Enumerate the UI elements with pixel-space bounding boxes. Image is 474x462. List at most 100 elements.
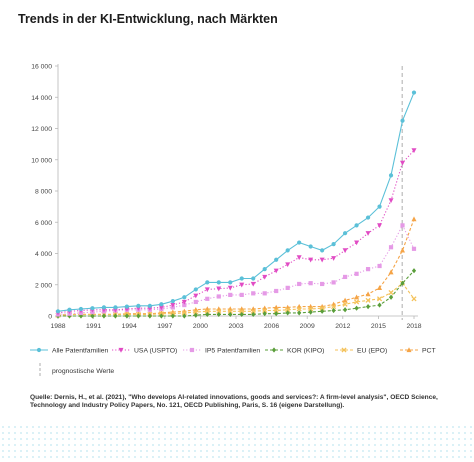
data-point: [204, 308, 210, 314]
data-point: [388, 173, 394, 178]
data-point: [181, 299, 187, 305]
data-point: [182, 295, 187, 300]
data-point: [251, 311, 256, 318]
data-point: [239, 292, 244, 298]
data-point: [90, 306, 95, 311]
legend-item: EU (EPO): [335, 347, 387, 354]
data-point: [239, 308, 245, 314]
data-point: [297, 240, 302, 245]
data-point: [411, 90, 417, 95]
series-line: [57, 218, 415, 316]
data-point: [319, 305, 325, 311]
data-point: [170, 299, 175, 304]
data-point: [388, 198, 394, 204]
data-point: [331, 307, 336, 314]
data-point: [320, 308, 325, 314]
data-point: [101, 305, 107, 310]
data-point: [319, 257, 325, 263]
series-usa-uspto: [55, 148, 417, 316]
data-point: [388, 290, 394, 296]
data-point: [182, 313, 187, 319]
data-point: [377, 263, 382, 269]
data-point: [158, 305, 164, 311]
data-point: [159, 302, 164, 307]
legend-swatch-marker: [189, 347, 195, 353]
data-point: [308, 309, 313, 315]
data-point: [308, 281, 313, 286]
data-point: [228, 280, 233, 285]
x-tick-label: 2015: [371, 323, 386, 330]
data-point: [308, 244, 313, 249]
data-point: [411, 246, 417, 251]
x-tick-label: 1988: [50, 323, 65, 330]
data-point: [205, 296, 210, 301]
data-point: [285, 307, 291, 313]
data-point: [262, 267, 267, 272]
data-point: [285, 285, 290, 290]
data-point: [354, 299, 360, 305]
legend-label: USA (USPTO): [134, 347, 177, 354]
data-point: [285, 262, 291, 268]
series-line: [57, 150, 415, 314]
data-point: [331, 242, 336, 247]
data-point: [228, 292, 233, 298]
data-point: [331, 256, 337, 261]
data-point: [400, 160, 406, 166]
data-point: [400, 247, 406, 253]
data-point: [365, 297, 371, 303]
data-point: [67, 307, 72, 312]
data-point: [308, 257, 314, 263]
legend-label: prognostische Werte: [52, 368, 114, 375]
data-point: [170, 302, 176, 308]
data-point: [216, 286, 222, 292]
data-point: [308, 306, 314, 312]
data-point: [273, 268, 279, 274]
data-point: [239, 276, 244, 281]
data-point: [205, 280, 210, 285]
data-point: [262, 307, 268, 314]
x-tick-label: 2012: [335, 323, 350, 330]
data-point: [193, 312, 198, 318]
data-point: [216, 311, 221, 318]
data-point: [354, 294, 360, 300]
data-point: [262, 291, 267, 296]
data-point: [101, 313, 107, 319]
data-point: [262, 274, 268, 280]
data-point: [400, 118, 405, 123]
data-point: [251, 291, 256, 296]
source-note: Quelle: Dernis, H., et al. (2021), "Who …: [30, 394, 438, 410]
data-point: [227, 285, 233, 291]
data-point: [147, 313, 152, 319]
series-line: [58, 270, 415, 317]
data-point: [251, 276, 256, 281]
data-point: [228, 311, 233, 318]
data-point: [90, 313, 95, 319]
data-point: [113, 305, 118, 310]
data-point: [147, 303, 152, 308]
data-point: [331, 280, 336, 285]
data-point: [124, 304, 130, 309]
data-point: [273, 304, 279, 310]
data-point: [365, 267, 371, 272]
data-point: [297, 310, 302, 316]
y-tick-label: 6 000: [35, 220, 52, 227]
data-point: [331, 304, 337, 310]
data-point: [297, 281, 302, 287]
data-point: [193, 293, 199, 299]
x-tick-label: 1991: [86, 323, 101, 330]
data-point: [159, 313, 164, 319]
data-point: [273, 307, 279, 314]
y-tick-label: 12 000: [31, 126, 52, 133]
legend-label: IP5 Patentfamilien: [205, 347, 260, 354]
y-tick-label: 0: [48, 314, 52, 321]
x-tick-label: 1994: [122, 323, 137, 330]
series-ip5-patentfamilien: [55, 223, 417, 317]
legend-item: IP5 Patentfamilien: [183, 347, 260, 354]
y-tick-label: 14 000: [31, 95, 52, 102]
x-tick-label: 2003: [228, 323, 243, 330]
data-point: [250, 281, 256, 287]
data-point: [376, 296, 383, 302]
data-point: [262, 311, 267, 317]
data-point: [181, 310, 187, 316]
